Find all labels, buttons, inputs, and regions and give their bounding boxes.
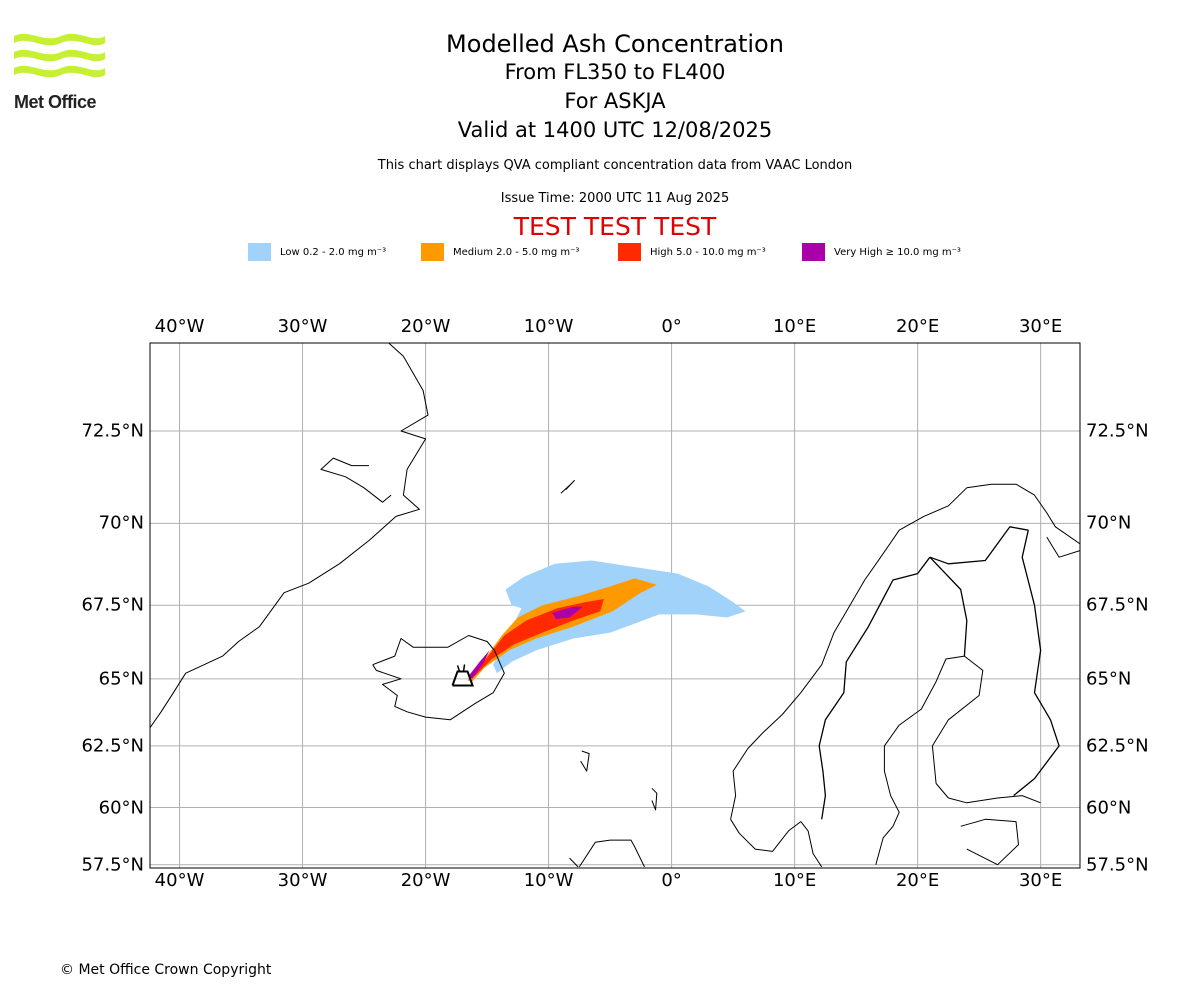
tick-label-lat-right: 72.5°N [1086, 420, 1149, 442]
coastline [960, 818, 1019, 866]
test-banner: TEST TEST TEST [513, 212, 717, 241]
coastline [948, 795, 1041, 804]
legend-swatch-low [248, 243, 271, 261]
tick-label-lat-left: 72.5°N [81, 420, 144, 442]
tick-label-lon-bottom: 20°W [400, 870, 451, 891]
volcano-plume-mark [456, 665, 461, 672]
tick-label-lat-right: 70°N [1086, 512, 1132, 534]
tick-label-lon-top: 40°W [154, 316, 205, 337]
ash-very-high-area [468, 650, 490, 679]
border-line [818, 556, 931, 820]
tick-label-lon-bottom: 10°W [523, 870, 574, 891]
tick-label-lat-right: 65°N [1086, 668, 1132, 690]
tick-label-lon-top: 30°E [1018, 316, 1063, 337]
legend-swatch-medium [421, 243, 444, 261]
coastline [320, 457, 392, 503]
coastline [807, 830, 823, 868]
tick-label-lon-top: 30°W [277, 316, 328, 337]
tick-label-lat-right: 60°N [1086, 797, 1132, 819]
volcano-plume-mark [462, 664, 466, 672]
tick-label-lat-right: 62.5°N [1086, 735, 1149, 757]
map-frame [149, 342, 1081, 869]
tick-label-lat-left: 62.5°N [81, 735, 144, 757]
tick-label-lon-bottom: 10°E [772, 870, 817, 891]
coastline [651, 787, 658, 811]
copyright: © Met Office Crown Copyright [60, 962, 272, 978]
coastline [560, 480, 575, 494]
met-office-wordmark: Met Office [14, 92, 97, 112]
legend-label-high: High 5.0 - 10.0 mg m⁻³ [650, 246, 766, 258]
legend-swatch-very-high [802, 243, 825, 261]
ash-low-area [493, 560, 746, 674]
coastline [875, 795, 900, 865]
legend-item-high: High 5.0 - 10.0 mg m⁻³ [618, 243, 766, 261]
tick-label-lon-top: 10°W [523, 316, 574, 337]
legend-label-medium: Medium 2.0 - 5.0 mg m⁻³ [453, 246, 580, 258]
tick-label-lon-bottom: 40°W [154, 870, 205, 891]
ash-medium-area [467, 578, 657, 682]
legend-label-very-high: Very High ≥ 10.0 mg m⁻³ [834, 246, 961, 258]
title-line-3: For ASKJA [564, 89, 666, 113]
legend-item-very-high: Very High ≥ 10.0 mg m⁻³ [802, 243, 961, 261]
coastline [578, 839, 645, 868]
tick-label-lat-right: 57.5°N [1086, 854, 1149, 876]
title-line-4: Valid at 1400 UTC 12/08/2025 [457, 118, 773, 142]
border-line [929, 526, 1029, 565]
chart-title: Modelled Ash Concentration From FL350 to… [0, 30, 1200, 145]
legend-label-low: Low 0.2 - 2.0 mg m⁻³ [280, 246, 387, 258]
map-content [150, 343, 1080, 868]
title-line-1: Modelled Ash Concentration [446, 30, 784, 58]
coastline [372, 635, 505, 721]
tick-label-lon-top: 0° [661, 316, 682, 337]
tick-label-lon-bottom: 20°E [895, 870, 940, 891]
tick-label-lon-top: 20°E [895, 316, 940, 337]
issue-time: Issue Time: 2000 UTC 11 Aug 2025 [500, 191, 730, 206]
coastline [730, 819, 809, 852]
volcano-icon [451, 670, 474, 687]
title-line-2: From FL350 to FL400 [504, 60, 726, 84]
border-line [1013, 530, 1060, 797]
legend-item-low: Low 0.2 - 2.0 mg m⁻³ [248, 243, 386, 261]
tick-label-lon-bottom: 30°E [1018, 870, 1063, 891]
coastline [569, 857, 579, 868]
coastline [1046, 536, 1080, 558]
tick-label-lat-left: 60°N [98, 797, 144, 819]
tick-label-lat-left: 65°N [98, 668, 144, 690]
ash-very-high-area [552, 606, 583, 619]
border-line [929, 556, 968, 657]
tick-label-lon-bottom: 0° [661, 870, 682, 891]
met-office-logo: Met Office [14, 30, 108, 112]
tick-label-lon-bottom: 30°W [277, 870, 328, 891]
tick-label-lat-left: 70°N [98, 512, 144, 534]
tick-label-lon-top: 10°E [772, 316, 817, 337]
coastline [730, 483, 1080, 820]
tick-label-lat-left: 67.5°N [81, 594, 144, 616]
legend-swatch-high [618, 243, 641, 261]
coastline [883, 655, 984, 799]
legend-item-medium: Medium 2.0 - 5.0 mg m⁻³ [421, 243, 579, 261]
subtitle: This chart displays QVA compliant concen… [377, 158, 853, 173]
coastline [580, 750, 590, 772]
tick-label-lat-right: 67.5°N [1086, 594, 1149, 616]
coastline [150, 343, 429, 728]
met-office-waves-icon [14, 33, 105, 78]
tick-label-lat-left: 57.5°N [81, 854, 144, 876]
ash-high-area [469, 599, 604, 676]
tick-label-lon-top: 20°W [400, 316, 451, 337]
